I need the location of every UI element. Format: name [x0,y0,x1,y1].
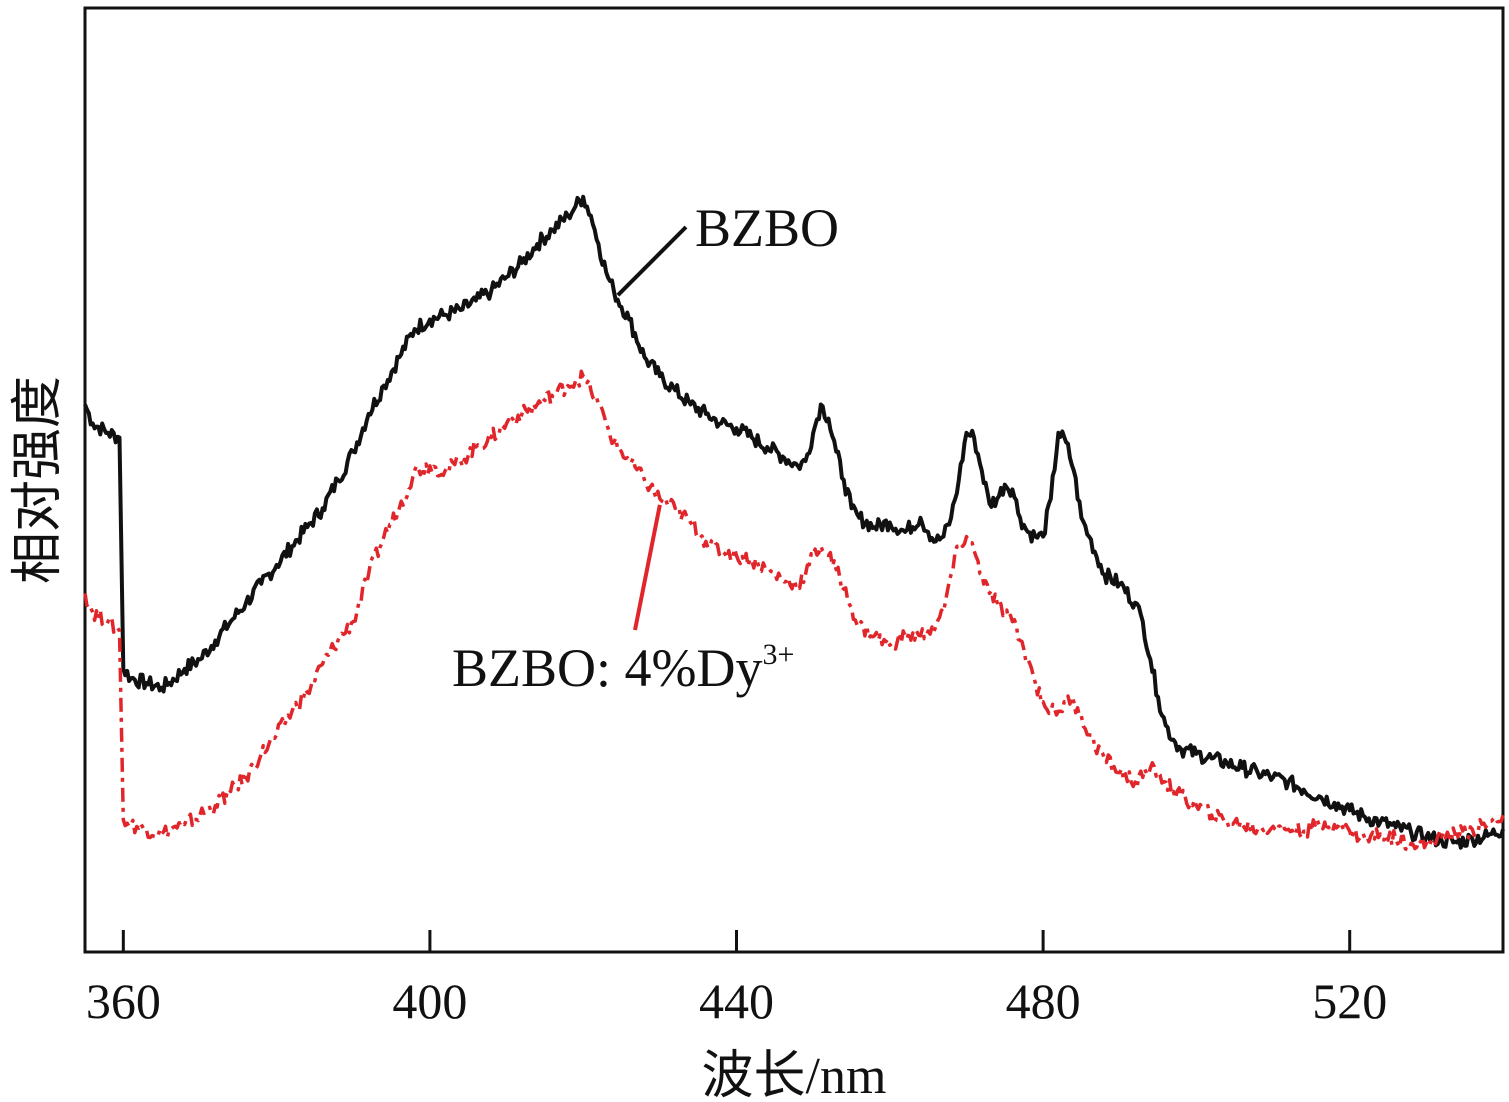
dy-doped-leader-line [633,504,662,631]
x-tick-label-440: 440 [699,973,774,1029]
bzbo-leader-line [616,225,688,297]
dy-doped-series-line [83,369,1505,852]
x-tick-label-400: 400 [392,973,467,1029]
dy-doped-legend-label: BZBO: 4%Dy3+ [452,638,794,698]
x-axis-title: 波长/nm [702,1048,887,1102]
dy-doped-legend-superscript: 3+ [763,638,795,671]
plot-frame [83,6,1505,954]
bzbo-series-line [83,194,1505,850]
dy-doped-legend-main: BZBO: 4%Dy [452,638,763,698]
x-tick-label-480: 480 [1006,973,1081,1029]
bzbo-legend-label: BZBO [695,198,839,258]
y-axis-title: 相对强度 [10,376,67,584]
x-tick-label-360: 360 [86,973,161,1029]
x-axis-ticks [121,930,1352,952]
x-tick-label-520: 520 [1312,973,1387,1029]
series-layer [83,194,1505,852]
x-axis-tick-labels: 360 400 440 480 520 [86,973,1387,1029]
